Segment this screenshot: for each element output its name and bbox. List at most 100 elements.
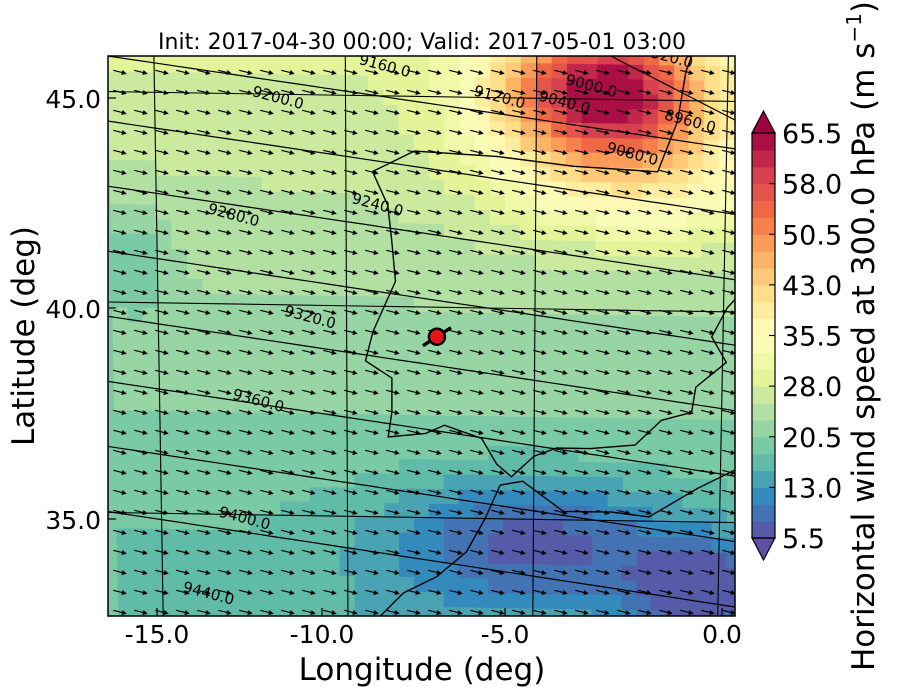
wind-arrow [323,149,337,156]
wind-speed-cell [535,135,553,152]
wind-arrow [407,329,421,336]
wind-arrow [239,469,253,476]
wind-speed-cell [740,581,756,597]
wind-arrow [512,269,526,276]
wind-arrow [155,69,169,76]
wind-arrow [638,589,652,596]
wind-speed-cell [383,324,401,342]
wind-speed-cell [488,591,504,608]
wind-arrow [575,349,589,356]
x-axis-label: Longitude (deg) [299,652,546,688]
wind-speed-cell [322,235,340,252]
wind-arrow [512,569,526,576]
wind-speed-cell [199,100,217,118]
wind-speed-cell [595,210,613,227]
wind-speed-cell [161,527,178,544]
wind-speed-cell [217,292,235,309]
wind-speed-cell [322,176,340,193]
wind-speed-cell [550,165,568,182]
wind-speed-cell [184,100,202,117]
wind-arrow [701,589,715,596]
wind-arrow [386,389,400,396]
wind-speed-cell [247,293,265,310]
wind-speed-cell [294,514,312,532]
wind-speed-cell [129,409,146,426]
wind-speed-cell [734,94,735,111]
wind-speed-cell [130,497,148,514]
wind-speed-cell [489,134,507,152]
meridian--15 [153,56,164,616]
wind-speed-cell [126,276,144,293]
wind-arrow [176,369,190,376]
wind-arrow [554,229,568,236]
wind-speed-cell [533,430,550,447]
wind-arrow [113,109,127,116]
wind-arrow [197,289,211,296]
wind-speed-cell [220,513,237,530]
wind-arrow [134,329,148,336]
wind-speed-cell [641,240,658,257]
wind-speed-cell [643,56,660,66]
wind-speed-cell [473,370,491,387]
wind-speed-cell [683,432,700,449]
wind-speed-cell [611,166,628,183]
wind-speed-cell [502,591,519,609]
wind-speed-cell [368,221,385,238]
wind-arrow [365,289,379,296]
wind-arrow [302,489,316,496]
wind-arrow [323,89,337,96]
wind-arrow [197,589,211,596]
wind-speed-cell [563,416,580,433]
wind-speed-cell [429,178,446,195]
wind-arrow [281,249,295,256]
wind-arrow [407,449,421,456]
wind-speed-cell [458,443,475,461]
wind-arrow [659,489,673,496]
wind-speed-cell [736,50,752,66]
wind-arrow [617,489,631,496]
wind-arrow [449,309,463,316]
wind-speed-cell [127,291,144,308]
wind-speed-cell [549,342,566,359]
wind-arrow [575,449,589,456]
wind-speed-cell [626,181,643,198]
wind-speed-cell [672,196,689,213]
wind-speed-cell [353,280,370,297]
wind-speed-cell [577,490,594,507]
wind-arrow [575,329,589,336]
wind-speed-cell [323,382,341,399]
wind-speed-cell [144,424,161,441]
wind-speed-cell [459,56,477,63]
wind-speed-cell [444,281,461,298]
wind-speed-cell [549,312,566,329]
wind-speed-cell [611,195,628,213]
wind-arrow [134,129,148,136]
wind-speed-cell [592,505,609,522]
wind-speed-cell [565,209,582,227]
y-tick-label: 35.0 [45,506,101,535]
wind-speed-cell [251,602,268,616]
wind-arrow [155,249,169,256]
wind-speed-cell [504,341,521,358]
wind-speed-cell [639,358,656,375]
wind-speed-cell [398,236,416,253]
wind-speed-cell [413,74,431,92]
wind-speed-cell [248,366,266,384]
wind-speed-cell [695,565,712,582]
wind-speed-cell [686,211,704,228]
wind-speed-cell [413,192,431,209]
wind-arrow [575,229,589,236]
wind-speed-cell [369,501,386,518]
wind-speed-cell [610,298,627,316]
wind-speed-cell [672,167,689,184]
wind-arrow [407,89,421,96]
wind-speed-cell [673,123,690,140]
wind-speed-cell [292,249,310,266]
wind-speed-cell [640,255,657,272]
wind-arrow [512,69,526,76]
wind-arrow [218,189,232,196]
wind-speed-cell [122,56,140,57]
wind-speed-cell [609,328,626,345]
wind-speed-cell [621,564,638,581]
